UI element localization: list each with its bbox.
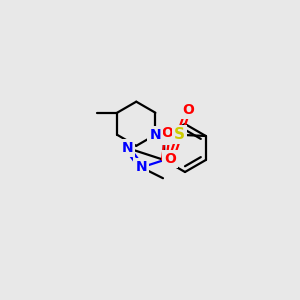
Text: O: O <box>164 152 176 166</box>
Text: N: N <box>122 141 133 155</box>
Text: N: N <box>136 160 147 174</box>
Text: N: N <box>150 128 161 142</box>
Text: O: O <box>161 126 173 140</box>
Text: N: N <box>158 129 170 143</box>
Text: O: O <box>182 103 194 117</box>
Text: S: S <box>174 127 185 142</box>
